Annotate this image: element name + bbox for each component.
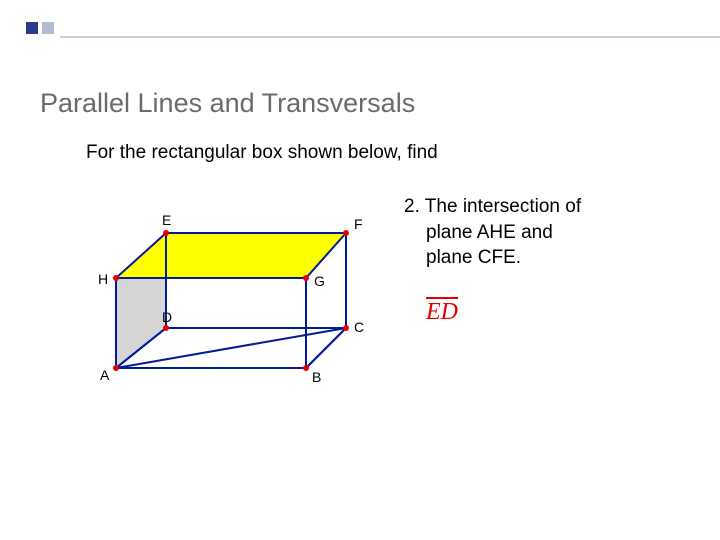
box-diagram: A B D C H G E F: [86, 188, 386, 408]
svg-text:E: E: [162, 212, 171, 228]
svg-text:A: A: [100, 367, 110, 383]
question-number: 2.: [404, 196, 420, 217]
question-line1: The intersection of: [425, 196, 581, 217]
decor-line: [60, 36, 720, 38]
question-line2: plane AHE and: [404, 220, 614, 246]
decor-square: [42, 22, 54, 34]
svg-text:C: C: [354, 319, 364, 335]
question-line3: plane CFE.: [404, 245, 614, 271]
svg-text:F: F: [354, 216, 363, 232]
question-block: 2. The intersection of plane AHE and pla…: [404, 188, 614, 326]
slide-top-decor: [0, 22, 720, 46]
decor-square: [26, 22, 38, 34]
svg-text:G: G: [314, 273, 325, 289]
page-title: Parallel Lines and Transversals: [40, 88, 415, 119]
svg-text:H: H: [98, 271, 108, 287]
answer-segment: ED: [404, 299, 458, 326]
svg-text:D: D: [162, 309, 172, 325]
content-row: A B D C H G E F 2. The intersection of plane AH…: [86, 188, 614, 408]
prompt-text: For the rectangular box shown below, fin…: [86, 142, 438, 164]
svg-text:B: B: [312, 369, 321, 385]
